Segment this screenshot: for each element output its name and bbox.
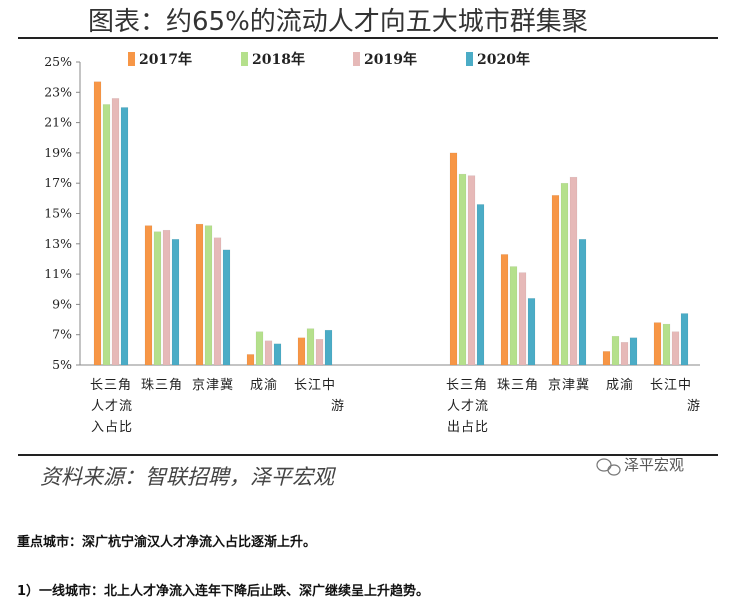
category-label: 人才流 bbox=[447, 399, 489, 414]
bar bbox=[578, 239, 587, 366]
y-tick-label: 7% bbox=[52, 327, 72, 342]
bar bbox=[93, 81, 102, 366]
legend-label: 2018年 bbox=[252, 51, 305, 68]
chart: 图表：约65%的流动人才向五大城市群集聚 2017年 2018年 2019年 2020… bbox=[18, 7, 718, 489]
y-tick-label: 11% bbox=[44, 266, 72, 281]
chart-title: 图表：约65%的流动人才向五大城市群集聚 bbox=[88, 7, 588, 37]
category-label: 京津冀 bbox=[192, 377, 234, 393]
bar bbox=[255, 331, 264, 366]
source-note: 资料来源：智联招聘，泽平宏观 bbox=[40, 465, 337, 489]
bar bbox=[111, 98, 120, 366]
y-tick-label: 25% bbox=[44, 54, 72, 69]
bar bbox=[569, 176, 578, 366]
bar bbox=[324, 329, 333, 366]
category-label: 成渝 bbox=[250, 377, 278, 393]
category-label: 入占比 bbox=[91, 420, 133, 435]
bar bbox=[264, 340, 273, 366]
legend-swatch bbox=[466, 52, 473, 66]
category-label: 人才流 bbox=[91, 399, 133, 414]
bar bbox=[153, 231, 162, 366]
bar bbox=[102, 104, 111, 366]
bar bbox=[509, 266, 518, 366]
bar bbox=[144, 225, 153, 366]
bar bbox=[120, 107, 129, 366]
category-label: 长江中 bbox=[294, 378, 336, 393]
text-line-2: 1）一线城市：北上人才净流入连年下降后止跌、深广继续呈上升趋势。 bbox=[17, 584, 430, 599]
legend: 2017年 2018年 2019年 2020年 bbox=[128, 51, 530, 68]
category-label: 珠三角 bbox=[497, 378, 539, 393]
y-tick-label: 15% bbox=[44, 206, 72, 221]
bar bbox=[315, 338, 324, 366]
legend-swatch bbox=[353, 52, 360, 66]
bar bbox=[611, 335, 620, 366]
y-tick-label: 21% bbox=[44, 115, 72, 130]
category-label: 长江中 bbox=[650, 378, 692, 393]
bar bbox=[297, 337, 306, 366]
bar bbox=[204, 225, 213, 366]
y-tick-label: 23% bbox=[44, 84, 72, 99]
bar bbox=[246, 354, 255, 366]
bar bbox=[518, 272, 527, 366]
y-tick-label: 5% bbox=[52, 357, 72, 372]
bars bbox=[93, 81, 689, 366]
y-tick-label: 19% bbox=[44, 145, 72, 160]
bar bbox=[662, 323, 671, 366]
category-label: 成渝 bbox=[606, 377, 634, 393]
legend-label: 2017年 bbox=[139, 51, 192, 68]
legend-swatch bbox=[241, 52, 248, 66]
bar bbox=[560, 182, 569, 366]
category-label: 长三角 bbox=[446, 378, 488, 393]
category-label: 京津冀 bbox=[548, 377, 590, 393]
y-tick-label: 17% bbox=[44, 175, 72, 190]
bar bbox=[306, 328, 315, 366]
bar bbox=[629, 337, 638, 366]
bar bbox=[449, 152, 458, 366]
legend-swatch bbox=[128, 52, 135, 66]
bar bbox=[171, 239, 180, 366]
legend-label: 2019年 bbox=[364, 51, 417, 68]
bar bbox=[653, 322, 662, 366]
category-label: 游 bbox=[687, 399, 701, 414]
category-label: 长三角 bbox=[90, 378, 132, 393]
bar bbox=[671, 331, 680, 366]
bar bbox=[500, 254, 509, 366]
bar bbox=[476, 204, 485, 366]
watermark-text: 泽平宏观 bbox=[624, 456, 684, 474]
bar bbox=[273, 343, 282, 366]
bar bbox=[620, 342, 629, 366]
bar bbox=[680, 313, 689, 366]
bar bbox=[222, 249, 231, 366]
wechat-icon bbox=[596, 458, 621, 476]
category-label: 珠三角 bbox=[141, 378, 183, 393]
bar bbox=[467, 175, 476, 366]
bar bbox=[527, 298, 536, 366]
bar bbox=[458, 173, 467, 366]
bar bbox=[213, 237, 222, 366]
watermark: 泽平宏观 bbox=[596, 456, 684, 476]
bar bbox=[195, 223, 204, 366]
legend-label: 2020年 bbox=[477, 51, 530, 68]
y-ticks: 25% 23% 21% 19% 17% 15% 13% 11% 9% 7% 5% bbox=[44, 54, 80, 372]
category-label: 出占比 bbox=[447, 420, 489, 435]
text-line-1: 重点城市：深广杭宁渝汉人才净流入占比逐渐上升。 bbox=[17, 535, 317, 550]
bar bbox=[602, 351, 611, 366]
category-label: 游 bbox=[331, 399, 345, 414]
bar bbox=[162, 229, 171, 366]
y-tick-label: 9% bbox=[52, 296, 72, 311]
bar bbox=[551, 195, 560, 366]
y-tick-label: 13% bbox=[44, 236, 72, 251]
